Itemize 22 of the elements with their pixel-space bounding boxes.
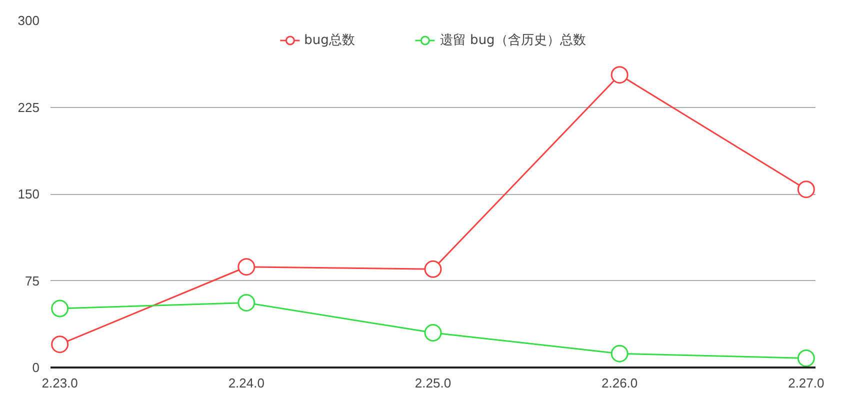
point xyxy=(238,294,256,312)
x-tick-label: 2.23.0 xyxy=(42,376,78,390)
legend-label: bug总数 xyxy=(304,32,355,49)
x-tick-label: 2.27.0 xyxy=(788,376,824,390)
y-tick-label: 0 xyxy=(32,360,40,375)
y-tick-label: 150 xyxy=(18,186,40,202)
y-tick-label: 225 xyxy=(18,100,40,115)
point xyxy=(610,66,628,84)
x-tick-label: 2.26.0 xyxy=(602,376,638,390)
point xyxy=(797,350,815,367)
point xyxy=(424,260,442,278)
point xyxy=(424,324,442,342)
y-tick-label: 75 xyxy=(25,273,40,288)
point xyxy=(51,336,69,354)
x-tick-label: 2.25.0 xyxy=(414,376,452,390)
point xyxy=(610,344,628,362)
point xyxy=(797,180,815,198)
y-tick-label: 300 xyxy=(18,13,40,28)
legend-label: 遗留 bug（含历史）总数 xyxy=(440,32,586,49)
x-tick-label: 2.24.0 xyxy=(228,376,264,390)
point xyxy=(238,258,256,276)
point xyxy=(51,300,69,318)
